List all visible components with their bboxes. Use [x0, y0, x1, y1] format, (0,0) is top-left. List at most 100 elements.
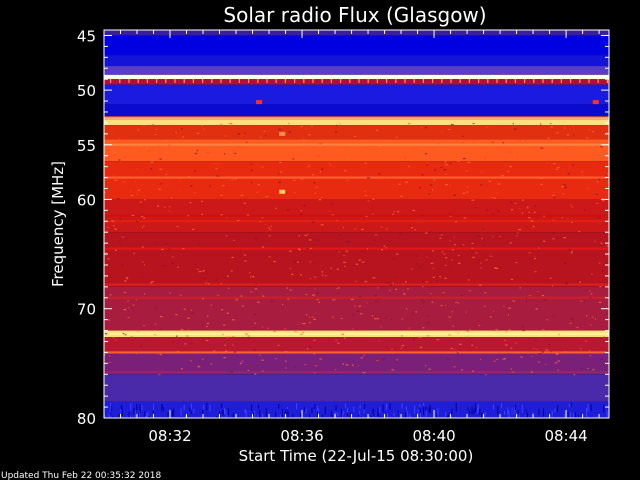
texture-speckle [588, 349, 591, 352]
texture-speckle [273, 330, 277, 333]
texture-speckle [244, 132, 246, 134]
texture-speckle [331, 214, 335, 216]
line-tick-mark [128, 78, 130, 83]
texture-speckle [254, 237, 258, 239]
texture-speckle [254, 322, 256, 324]
texture-speckle [440, 304, 443, 307]
texture-speckle [302, 138, 305, 140]
texture-speckle [180, 368, 183, 370]
texture-speckle [586, 187, 589, 190]
texture-speckle [232, 412, 234, 418]
texture-speckle [214, 162, 217, 165]
texture-speckle [468, 290, 472, 292]
texture-speckle [172, 341, 175, 343]
texture-speckle [220, 283, 223, 285]
texture-speckle [301, 139, 305, 142]
texture-speckle [585, 141, 587, 143]
texture-speckle [189, 185, 193, 187]
burst-feature-1 [279, 131, 286, 136]
texture-speckle [522, 326, 524, 328]
texture-speckle [127, 317, 130, 319]
texture-speckle [389, 289, 391, 291]
texture-speckle [461, 369, 463, 371]
texture-speckle [254, 411, 256, 417]
texture-speckle [140, 215, 144, 217]
texture-speckle [230, 178, 234, 181]
texture-speckle [380, 249, 383, 251]
texture-speckle [314, 365, 318, 367]
texture-speckle [167, 412, 169, 418]
texture-speckle [525, 409, 527, 415]
texture-speckle [588, 129, 591, 131]
texture-speckle [469, 329, 471, 331]
texture-speckle [376, 318, 380, 320]
texture-speckle [421, 215, 424, 217]
texture-speckle [186, 335, 189, 337]
line-tick-mark [551, 78, 553, 83]
texture-speckle [144, 199, 146, 201]
texture-speckle [358, 305, 362, 307]
texture-speckle [243, 254, 246, 256]
texture-speckle [441, 251, 444, 253]
texture-speckle [570, 252, 573, 254]
spectrogram-band-0 [104, 30, 609, 36]
texture-speckle [510, 278, 514, 280]
texture-speckle [370, 415, 372, 418]
texture-speckle [287, 411, 289, 418]
texture-speckle [125, 277, 129, 279]
texture-speckle [508, 329, 511, 331]
texture-speckle [154, 242, 157, 244]
texture-speckle [364, 194, 367, 197]
texture-speckle [202, 270, 205, 272]
texture-speckle [598, 301, 602, 304]
texture-speckle [278, 181, 281, 183]
line-tick-mark [174, 78, 176, 83]
texture-speckle [240, 360, 244, 362]
texture-speckle [117, 198, 120, 200]
texture-speckle [342, 410, 344, 415]
texture-speckle [399, 233, 402, 236]
texture-speckle [307, 234, 309, 236]
texture-speckle [528, 252, 532, 254]
texture-speckle [240, 295, 243, 297]
texture-speckle [321, 416, 323, 418]
texture-speckle [514, 406, 516, 415]
texture-speckle [596, 181, 599, 183]
texture-speckle [111, 220, 115, 222]
texture-speckle [359, 405, 361, 409]
line-tick-mark [542, 78, 544, 83]
texture-speckle [320, 358, 322, 360]
texture-speckle [305, 314, 308, 316]
texture-speckle [316, 293, 318, 295]
texture-speckle [480, 184, 483, 186]
texture-speckle [306, 248, 309, 250]
texture-speckle [328, 210, 331, 212]
texture-speckle [422, 143, 424, 145]
texture-speckle [433, 169, 436, 171]
texture-speckle [519, 287, 521, 289]
texture-speckle [123, 156, 126, 158]
texture-speckle [424, 232, 428, 234]
texture-speckle [248, 272, 251, 274]
texture-speckle [268, 227, 270, 229]
texture-speckle [286, 209, 290, 211]
texture-speckle [279, 414, 281, 418]
texture-speckle [397, 211, 400, 213]
texture-speckle [552, 219, 555, 221]
texture-speckle [458, 254, 460, 257]
texture-speckle [123, 309, 127, 311]
texture-speckle [485, 126, 489, 128]
texture-speckle [312, 294, 315, 296]
texture-speckle [599, 262, 601, 264]
texture-speckle [353, 228, 357, 230]
texture-speckle [337, 342, 340, 344]
texture-speckle [133, 408, 135, 414]
line-tick-mark [496, 78, 498, 83]
texture-speckle [405, 412, 407, 418]
texture-speckle [579, 281, 581, 283]
texture-speckle [222, 333, 224, 336]
texture-speckle [495, 192, 497, 194]
texture-speckle [251, 276, 255, 278]
texture-speckle [393, 211, 396, 213]
texture-speckle [479, 358, 482, 360]
